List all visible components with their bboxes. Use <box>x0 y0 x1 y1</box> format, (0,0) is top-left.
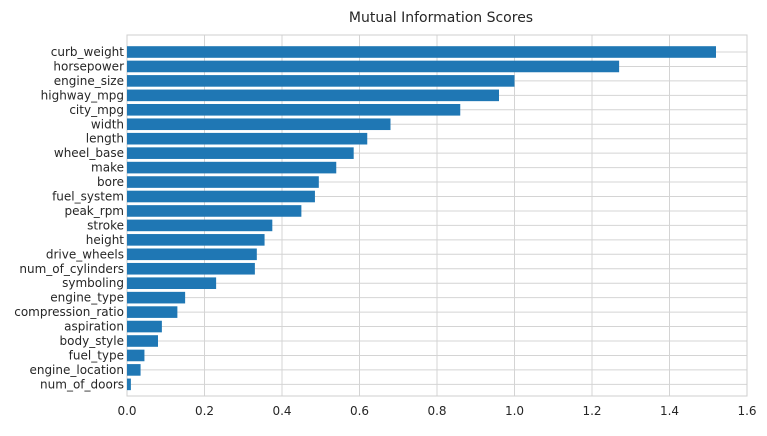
category-label: aspiration <box>64 320 124 334</box>
bar-wheel-base <box>127 147 354 159</box>
category-label: symboling <box>62 276 124 290</box>
category-label: city_mpg <box>69 103 124 117</box>
category-label: length <box>86 132 124 146</box>
category-label: peak_rpm <box>64 204 124 218</box>
x-tick-label: 1.2 <box>582 404 601 418</box>
category-label: width <box>91 117 124 131</box>
category-label: curb_weight <box>51 45 125 59</box>
bar-aspiration <box>127 320 162 333</box>
bar-fuel-type <box>127 349 145 362</box>
bar-width <box>127 118 391 131</box>
category-label: body_style <box>60 334 124 348</box>
bar-body-style <box>127 335 158 347</box>
category-label: horsepower <box>53 59 124 73</box>
category-label: engine_type <box>50 291 124 305</box>
x-tick-label: 0.8 <box>427 404 446 418</box>
x-tick-label: 0.4 <box>272 404 291 418</box>
bar-fuel-system <box>127 190 315 203</box>
category-label: fuel_system <box>52 190 124 204</box>
category-label: engine_size <box>54 74 124 88</box>
bar-length <box>127 132 368 145</box>
category-label: height <box>86 233 125 247</box>
bar-make <box>127 161 337 174</box>
bars <box>127 46 716 391</box>
x-tick-label: 1.4 <box>660 404 679 418</box>
bar-highway-mpg <box>127 89 499 102</box>
category-labels: curb_weighthorsepowerengine_sizehighway_… <box>14 45 124 391</box>
bar-num-of-doors <box>127 378 131 391</box>
bar-engine-type <box>127 291 186 304</box>
category-label: engine_location <box>29 363 124 377</box>
x-tick-label: 0.6 <box>350 404 369 418</box>
category-label: bore <box>97 175 124 189</box>
bar-horsepower <box>127 60 620 73</box>
category-label: num_of_doors <box>40 377 124 391</box>
bar-bore <box>127 176 319 188</box>
x-tick-labels: 0.0 0.2 0.4 0.6 0.8 1.0 1.2 1.4 1.6 <box>117 404 756 418</box>
bar-peak-rpm <box>127 205 302 217</box>
x-tick-label: 1.6 <box>737 404 756 418</box>
category-label: wheel_base <box>54 146 124 160</box>
category-label: drive_wheels <box>46 247 124 261</box>
x-tick-label: 1.0 <box>505 404 524 418</box>
category-label: num_of_cylinders <box>19 262 124 276</box>
bar-engine-size <box>127 75 515 87</box>
bar-drive-wheels <box>127 248 257 261</box>
category-label: compression_ratio <box>14 305 124 319</box>
bar-stroke <box>127 219 273 232</box>
x-tick-label: 0.2 <box>195 404 214 418</box>
bar-curb-weight <box>127 46 716 58</box>
x-tick-label: 0.0 <box>117 404 136 418</box>
bar-num-of-cylinders <box>127 262 255 275</box>
bar-engine-location <box>127 364 141 376</box>
category-label: fuel_type <box>69 348 124 362</box>
category-label: highway_mpg <box>41 88 124 102</box>
bar-symboling <box>127 277 217 289</box>
category-label: stroke <box>87 218 124 232</box>
bar-height <box>127 234 265 246</box>
category-label: make <box>91 161 124 175</box>
bar-compression-ratio <box>127 306 178 318</box>
bar-city-mpg <box>127 104 461 116</box>
chart-title: Mutual Information Scores <box>349 10 533 26</box>
